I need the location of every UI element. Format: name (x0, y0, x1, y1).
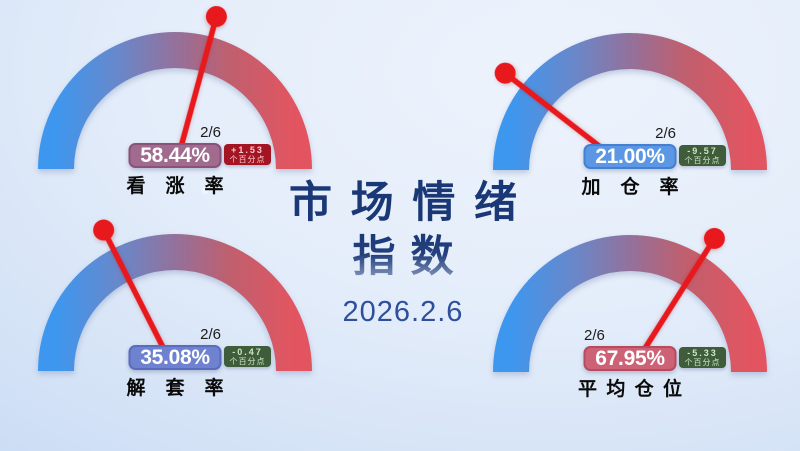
change-unit: 个百分点 (684, 357, 721, 367)
change-value: -9.57 (687, 146, 718, 156)
change-value: +1.53 (231, 145, 264, 155)
change-badge: +1.53 个百分点 (224, 144, 271, 166)
title-char: 绪 (473, 179, 517, 227)
gauge-title: 平均仓位 (578, 374, 682, 401)
gauge-needle-icon (176, 6, 227, 155)
change-unit: 个百分点 (229, 356, 266, 366)
gauge-arc (38, 32, 312, 170)
gauge-arc (493, 33, 767, 171)
gauge-title-char: 涨 (165, 176, 185, 197)
gauge-title: 加仓率 (582, 172, 679, 199)
change-badge: -0.47 个百分点 (224, 346, 271, 368)
change-unit: 个百分点 (229, 154, 266, 164)
gauge-title-char: 解 (126, 378, 146, 399)
title-char: 情 (412, 179, 456, 227)
gauge-title-char: 套 (165, 378, 185, 399)
gauge-title-char: 位 (662, 379, 682, 400)
gauge-title-char: 率 (204, 176, 224, 197)
gauge-chart (38, 219, 312, 372)
gauge-title-char: 平 (578, 379, 598, 400)
gauge-title-char: 率 (659, 177, 679, 198)
gauge-value-badge: 35.08% (128, 345, 222, 370)
gauge-title-char: 看 (126, 176, 146, 197)
gauge-title-char: 加 (581, 177, 601, 198)
gauge-chart (38, 6, 312, 170)
title-char: 数 (410, 233, 454, 281)
gauge-title-char: 仓 (620, 177, 640, 198)
gauge-date-label: 2/6 (584, 327, 605, 344)
gauge-needle-icon (93, 219, 170, 358)
gauge-arc (38, 234, 312, 372)
title-date: 2026.2.6 (342, 296, 464, 328)
gauge-title-char: 均 (606, 379, 626, 400)
gauge-needle-icon (636, 227, 725, 360)
gauge-panel: 2/6 21.00% -9.57 个百分点 加仓率 (470, 1, 790, 233)
gauge-chart (493, 227, 767, 373)
change-value: -0.47 (232, 347, 263, 357)
gauge-title: 看涨率 (127, 171, 224, 198)
gauge-panel: 2/6 35.08% -0.47 个百分点 解套率 (15, 202, 335, 434)
background-bubble (202, 187, 209, 194)
gauge-title: 解套率 (127, 373, 224, 400)
gauge-title-char: 仓 (634, 379, 654, 400)
gauge-value-badge: 58.44% (128, 143, 222, 168)
title-char: 市 (289, 179, 332, 227)
gauge-panel: 2/6 58.44% +1.53 个百分点 看涨率 (15, 0, 335, 232)
change-value: -5.33 (687, 348, 718, 358)
change-badge: -9.57 个百分点 (679, 145, 726, 167)
gauge-date-label: 2/6 (655, 125, 676, 142)
title-line-1: 市场情绪 (289, 178, 517, 228)
gauge-panel: 2/6 67.95% -5.33 个百分点 平均仓位 (470, 203, 790, 435)
gauge-date-label: 2/6 (200, 124, 221, 141)
change-unit: 个百分点 (684, 155, 721, 165)
title-char: 场 (350, 179, 394, 227)
gauge-value-badge: 21.00% (583, 144, 677, 169)
gauge-date-label: 2/6 (200, 326, 221, 343)
change-badge: -5.33 个百分点 (679, 347, 726, 369)
gauge-arc (493, 235, 767, 373)
page-title: 市场情绪 指数 2026.2.6 (250, 178, 556, 329)
gauge-title-char: 率 (204, 378, 224, 399)
title-char: 指 (352, 233, 396, 281)
title-line-2: 指数 (353, 232, 454, 282)
gauge-value-badge: 67.95% (583, 346, 677, 371)
